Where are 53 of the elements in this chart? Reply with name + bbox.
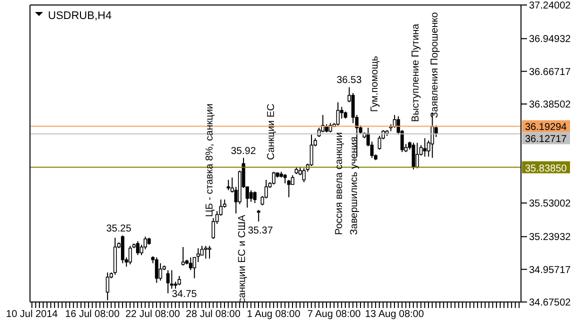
candlestick xyxy=(272,171,276,185)
candlestick xyxy=(158,262,162,282)
y-tick-label: 36.38502 xyxy=(529,100,572,111)
annotation: Гум.помощь xyxy=(370,56,381,112)
y-tick-label: 35.53002 xyxy=(529,198,572,210)
y-tick-label: 36.94932 xyxy=(529,34,572,46)
y-tick-label: 34.67502 xyxy=(529,298,572,309)
annotation: 35.37 xyxy=(248,226,274,237)
annotation: 36.53 xyxy=(336,75,362,86)
candlestick xyxy=(200,245,204,256)
candlestick xyxy=(166,270,170,294)
y-tick-label: 37.24002 xyxy=(529,0,572,12)
x-tick-label: 28 Jul 08:00 xyxy=(186,309,241,320)
y-tick-label: 35.23932 xyxy=(529,232,572,244)
candlestick xyxy=(120,234,124,264)
annotation: Выступление Путина xyxy=(410,23,422,122)
y-tick-label: 36.66717 xyxy=(529,66,572,78)
candlestick xyxy=(181,246,185,266)
x-tick-label: 13 Aug 08:00 xyxy=(364,309,424,320)
ref-line-label: 36.12717 xyxy=(525,134,568,146)
candlestick xyxy=(416,142,419,169)
candlestick xyxy=(128,245,132,265)
annotation: Россия ввела санкции xyxy=(334,132,345,235)
candlestick xyxy=(283,174,287,184)
x-tick-label: 10 Jul 2014 xyxy=(6,309,58,320)
candlestick xyxy=(188,256,192,271)
annotation: Санкции ЕС xyxy=(266,104,277,160)
x-tick-label: 16 Jul 08:00 xyxy=(65,309,120,320)
annotation: ЦБ - ставка 8%, санкции xyxy=(204,104,216,217)
candlestick xyxy=(249,190,253,202)
x-tick-label: 1 Aug 08:00 xyxy=(246,309,301,320)
candlestick xyxy=(226,179,230,191)
candlestick xyxy=(178,275,181,286)
annotation: 35.92 xyxy=(230,146,256,157)
candlestick xyxy=(310,134,314,166)
candlestick xyxy=(154,256,158,284)
annotation: Заявления Порошенко xyxy=(429,12,440,118)
y-tick-label: 34.95717 xyxy=(529,264,572,276)
ref-line-label: 35.83850 xyxy=(525,163,568,174)
candlestick xyxy=(253,190,257,204)
candlestick xyxy=(423,138,426,158)
candlestick xyxy=(136,240,140,256)
candlestick xyxy=(336,102,340,126)
annotation: 35.25 xyxy=(106,223,132,234)
ref-line-label: 36.19294 xyxy=(525,122,568,134)
x-tick-label: 7 Aug 08:00 xyxy=(307,309,362,320)
candlestick xyxy=(170,270,174,290)
chart-title: USDRUB,H4 xyxy=(48,10,112,22)
candlestick xyxy=(321,114,325,133)
candlestick xyxy=(256,209,260,222)
x-tick-label: 22 Jul 08:00 xyxy=(126,309,180,320)
candlestick xyxy=(302,168,306,183)
annotation: 34.75 xyxy=(172,289,198,300)
